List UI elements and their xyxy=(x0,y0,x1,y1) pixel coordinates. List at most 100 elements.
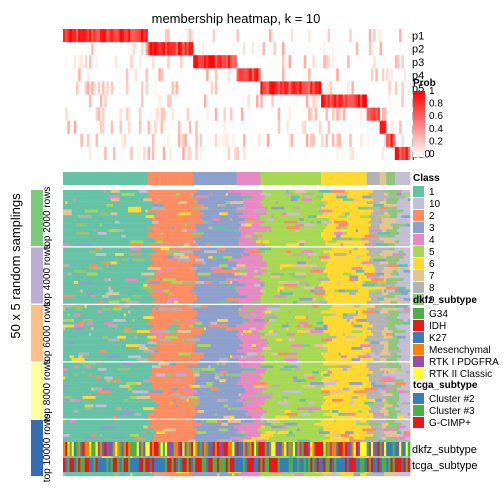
assignment-cell xyxy=(208,237,211,241)
assignment-cell xyxy=(362,237,367,241)
assignment-cell xyxy=(190,234,203,238)
assignment-cell xyxy=(286,281,300,285)
membership-cell xyxy=(149,42,153,56)
assignment-cell xyxy=(227,335,239,339)
class-cell xyxy=(327,172,331,185)
assignment-cell xyxy=(407,404,411,408)
assignment-cell xyxy=(199,247,209,251)
assignment-cell xyxy=(167,190,177,193)
assignment-cell xyxy=(229,415,235,419)
assignment-cell xyxy=(336,384,348,388)
assignment-cell xyxy=(177,275,187,279)
assignment-cell xyxy=(234,286,237,290)
assignment-cell xyxy=(336,370,341,374)
assignment-cell xyxy=(184,407,196,411)
assignment-cell xyxy=(151,192,155,196)
assignment-cell xyxy=(208,215,216,219)
assignment-cell xyxy=(125,283,133,287)
assignment-cell xyxy=(353,283,363,287)
assignment-cell xyxy=(357,247,363,251)
assignment-cell xyxy=(340,344,346,348)
assignment-cell xyxy=(240,223,246,227)
assignment-cell xyxy=(76,297,85,301)
assignment-cell xyxy=(342,237,350,241)
assignment-cell xyxy=(188,267,192,271)
assignment-cell xyxy=(117,209,129,213)
assignment-cell xyxy=(186,305,190,308)
assignment-cell xyxy=(93,407,103,411)
class-cell xyxy=(338,172,341,185)
assignment-cell xyxy=(171,393,181,397)
assignment-cell xyxy=(292,384,302,388)
assignment-cell xyxy=(97,396,105,400)
assignment-cell xyxy=(73,425,77,429)
assignment-cell xyxy=(156,382,164,386)
assignment-cell xyxy=(321,258,326,262)
membership-cell xyxy=(327,81,331,95)
assignment-cell xyxy=(216,234,229,238)
assignment-cell xyxy=(219,258,229,262)
assignment-cell xyxy=(225,201,229,205)
assignment-cell xyxy=(347,319,350,322)
assignment-cell xyxy=(154,215,164,219)
assignment-cell xyxy=(219,376,224,380)
assignment-cell xyxy=(403,278,406,282)
assignment-cell xyxy=(130,368,144,372)
assignment-cell xyxy=(119,300,127,304)
assignment-cell xyxy=(318,272,328,276)
assignment-cell xyxy=(236,398,244,402)
assignment-cell xyxy=(342,404,346,408)
assignment-cell xyxy=(164,368,168,372)
membership-cell xyxy=(288,133,292,147)
assignment-cell xyxy=(73,355,79,359)
assignment-cell xyxy=(112,344,116,348)
assignment-cell xyxy=(238,226,248,230)
assignment-cell xyxy=(76,307,83,311)
assignment-cell xyxy=(123,229,129,233)
assignment-cell xyxy=(173,300,179,304)
assignment-cell xyxy=(128,431,138,435)
assignment-cell xyxy=(275,240,279,244)
assignment-cell xyxy=(80,456,92,460)
assignment-cell xyxy=(351,352,359,356)
assignment-cell xyxy=(121,439,133,443)
assignment-cell xyxy=(264,316,278,320)
membership-cell xyxy=(95,55,98,69)
assignment-cell xyxy=(195,335,198,339)
assignment-cell xyxy=(266,387,281,391)
assignment-cell xyxy=(243,321,248,325)
assignment-cell xyxy=(277,324,283,328)
assignment-cell xyxy=(121,420,133,423)
assignment-cell xyxy=(93,352,98,356)
assignment-cell xyxy=(290,379,294,383)
assignment-cell xyxy=(290,313,302,317)
assignment-cell xyxy=(383,198,387,202)
assignment-cell xyxy=(91,393,94,397)
membership-cell xyxy=(78,29,81,43)
assignment-cell xyxy=(386,358,398,362)
assignment-cell xyxy=(232,218,246,221)
assignment-cell xyxy=(251,415,261,419)
assignment-cell xyxy=(262,255,276,259)
assignment-cell xyxy=(282,258,285,262)
assignment-cell xyxy=(266,264,281,268)
assignment-cell xyxy=(386,198,400,202)
assignment-cell xyxy=(316,456,328,460)
assignment-cell xyxy=(327,275,333,279)
assignment-cell xyxy=(223,232,233,235)
assignment-cell xyxy=(210,295,218,299)
assignment-cell xyxy=(314,398,326,402)
assignment-cell xyxy=(323,237,331,241)
assignment-cell xyxy=(310,382,324,386)
assignment-cell xyxy=(78,240,90,244)
assignment-cell xyxy=(390,192,398,196)
assignment-cell xyxy=(102,436,114,440)
assignment-cell xyxy=(177,240,190,244)
assignment-cell xyxy=(334,349,346,353)
assignment-cell xyxy=(219,352,233,356)
assignment-cell xyxy=(247,278,261,282)
assignment-cell xyxy=(368,215,378,219)
assignment-cell xyxy=(314,289,326,293)
assignment-cell xyxy=(171,232,174,235)
assignment-cell xyxy=(201,436,205,440)
